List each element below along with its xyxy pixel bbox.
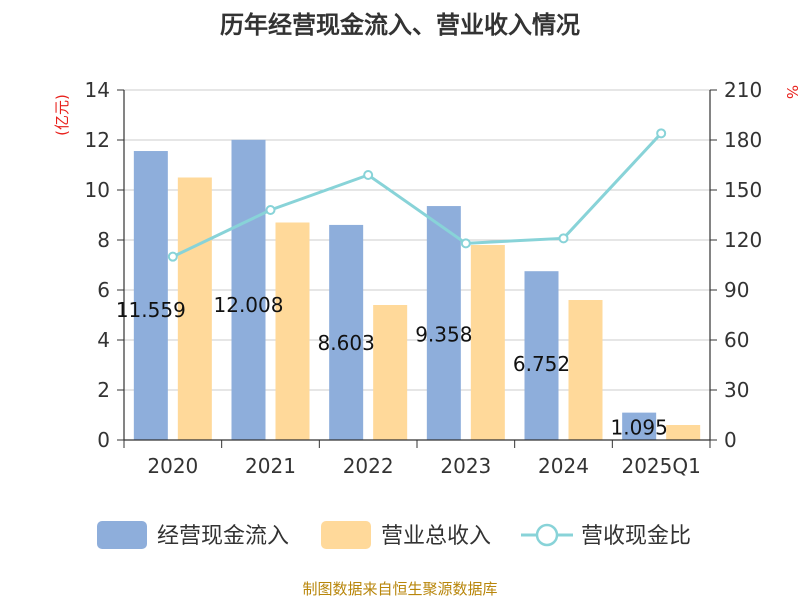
- left-axis-unit: (亿元): [53, 94, 71, 136]
- bar: [470, 245, 505, 440]
- x-axis-tick-label: 2025Q1: [621, 454, 700, 478]
- chart-title: 历年经营现金流入、营业收入情况: [220, 11, 580, 39]
- line-point: [363, 170, 374, 180]
- bar: [622, 412, 657, 440]
- left-axis-tick-label: 4: [97, 328, 110, 352]
- bar: [568, 300, 603, 440]
- left-axis-tick-label: 14: [85, 78, 110, 102]
- ratio-series-line: [172, 132, 663, 259]
- legend-label: 经营现金流入: [157, 524, 289, 549]
- x-axis-tick-label: 2024: [538, 454, 589, 478]
- right-axis-tick-label: 180: [724, 128, 762, 152]
- right-axis-tick-label: 90: [724, 278, 749, 302]
- bar: [231, 139, 266, 441]
- x-axis-tick-label: 2022: [343, 454, 394, 478]
- bar-data-label: 6.752: [513, 352, 570, 376]
- bar-data-label: 11.559: [116, 298, 186, 322]
- line-point: [558, 233, 569, 244]
- axes: 0 2 4 6 8 10 12 14 0 30 60 90 120 150 180 210 2020 2021 20…: [85, 78, 763, 478]
- x-axis-tick-label: 2023: [440, 454, 491, 478]
- bar: [524, 271, 559, 440]
- right-axis-tick-label: 60: [724, 328, 749, 352]
- legend: 经营现金流入 营业总收入 营收现金比: [97, 521, 691, 549]
- bar: [133, 151, 168, 440]
- right-axis-unit: %: [783, 85, 800, 99]
- legend-marker: [535, 523, 559, 547]
- bar: [426, 206, 461, 440]
- left-axis-tick-label: 10: [85, 178, 110, 202]
- bar: [275, 222, 310, 440]
- bar: [373, 305, 408, 440]
- bar: [666, 425, 701, 440]
- legend-swatch: [97, 521, 147, 549]
- bars: [133, 139, 701, 441]
- left-axis-tick-label: 12: [85, 128, 110, 152]
- right-axis-tick-label: 30: [724, 378, 749, 402]
- x-axis-tick-label: 2020: [147, 454, 198, 478]
- right-axis-tick-label: 150: [724, 178, 762, 202]
- right-axis-tick-label: 0: [724, 428, 737, 452]
- data-labels: 11.559 12.008 8.603 9.358 6.752 1.095: [116, 293, 668, 440]
- ratio-line: [167, 128, 667, 262]
- bar-data-label: 8.603: [318, 331, 375, 355]
- grid-lines: [124, 89, 710, 391]
- bar-data-label: 12.008: [214, 293, 284, 317]
- left-axis-tick-label: 2: [97, 378, 110, 402]
- right-axis-tick-label: 210: [724, 78, 762, 102]
- x-axis-tick-label: 2021: [245, 454, 296, 478]
- left-axis-tick-label: 8: [97, 228, 110, 252]
- left-axis-tick-label: 6: [97, 278, 110, 302]
- legend-label: 营收现金比: [581, 524, 691, 549]
- bar: [329, 224, 364, 440]
- bar: [177, 177, 212, 440]
- line-point: [167, 251, 178, 262]
- left-axis-tick-label: 0: [97, 428, 110, 452]
- right-axis-tick-label: 120: [724, 228, 762, 252]
- legend-label: 营业总收入: [381, 524, 491, 549]
- line-point: [656, 128, 667, 139]
- line-point: [460, 238, 471, 249]
- bar-data-label: 1.095: [611, 416, 668, 440]
- bar-data-label: 9.358: [415, 323, 472, 347]
- source-note: 制图数据来自恒生聚源数据库: [302, 580, 497, 598]
- line-point: [265, 205, 276, 215]
- legend-swatch: [321, 521, 371, 549]
